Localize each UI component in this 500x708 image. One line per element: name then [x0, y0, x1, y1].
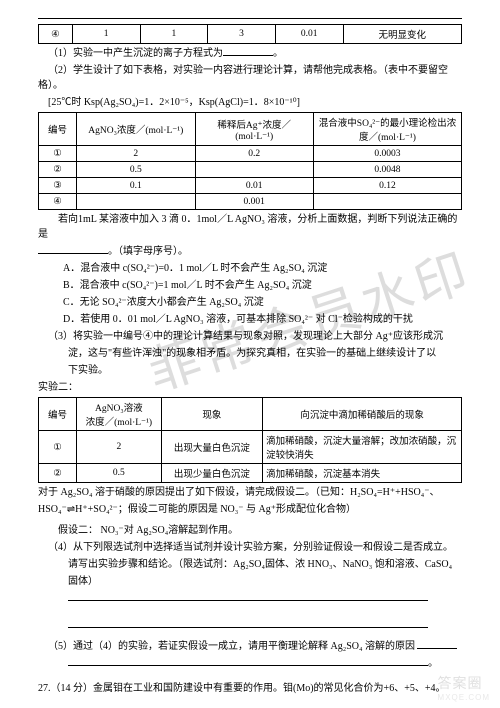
th: 编号 — [39, 398, 77, 431]
q5a: （5）通过（4）的实验，若证实假设一成立，请用平衡理论解释 Ag₂SO₄ 溶解的… — [48, 641, 415, 652]
th: AgNO₃浓度／(mol·L⁻¹) — [77, 113, 195, 146]
cell: 3 — [208, 25, 276, 44]
cell: 0.5 — [77, 162, 195, 178]
cell: 0.01 — [275, 25, 343, 44]
q2b: [25℃时 Ksp(Ag₂SO₄)=1．2×10⁻⁵，Ksp(AgCl)=1．8… — [38, 95, 462, 110]
q4b: 请写出实验步骤和结论。（限选试剂：Ag₂SO₄固体、浓 HNO₃、NaNO₃ 饱… — [38, 557, 462, 572]
cell: 2 — [77, 431, 162, 464]
cell — [195, 162, 313, 178]
q3a: （3）将实验一中编号④中的理论计算结果与现象对照，发现理论上大部分 Ag⁺应该形… — [38, 329, 462, 344]
blank-line — [68, 591, 428, 601]
cell — [313, 194, 461, 210]
q1-end: 。 — [273, 48, 283, 59]
table2: 编号 AgNO₃溶液 浓度／(mol·L⁻¹) 现象 向沉淀中滴加稀硝酸后的现象… — [38, 397, 462, 483]
cell: 0.0003 — [313, 146, 461, 162]
q5-end: 。 — [428, 658, 438, 669]
cell: 0.01 — [195, 178, 313, 194]
top-rule — [38, 18, 462, 20]
cell: ② — [39, 464, 77, 483]
exp2-label: 实验二： — [38, 380, 462, 395]
q1-label: （1）实验一中产生沉淀的离子方程式为 — [48, 48, 223, 59]
blank — [38, 244, 108, 254]
cell: 0.0048 — [313, 162, 461, 178]
cell: 0.1 — [77, 178, 195, 194]
cell: 0.001 — [195, 194, 313, 210]
q1-text: （1）实验一中产生沉淀的离子方程式为 。 — [38, 46, 462, 61]
optC: C．无论 SO₄²⁻浓度大小都会产生 Ag₂SO₄ 沉淀 — [38, 295, 462, 310]
optD: D．若使用 0．01 mol／L AgNO₃ 溶液，可基本排除 SO₄²⁻ 对 … — [38, 312, 462, 327]
q27: 27.（14 分）金属钼在工业和国防建设中有重要的作用。钼(Mo)的常见化合价为… — [38, 681, 462, 696]
th: 现象 — [161, 398, 263, 431]
blank — [417, 639, 457, 649]
cell: ② — [39, 162, 77, 178]
q5-line: （5）通过（4）的实验，若证实假设一成立，请用平衡理论解释 Ag₂SO₄ 溶解的… — [38, 639, 462, 654]
cell: 2 — [77, 146, 195, 162]
cell: 滴加稀硝酸，沉淀大量溶解；改加浓硝酸，沉淀较快消失 — [263, 431, 462, 464]
optB: B．混合液中 c(SO₄²⁻)=1 mol／L 时不会产生 Ag₂SO₄ 沉淀 — [38, 278, 462, 293]
q3b: 淀，这与"有些许浑浊"的现象相矛盾。为探究真相，在实验一的基础上继续设计了以 — [38, 346, 462, 361]
cell: ③ — [39, 178, 77, 194]
th: 稀释后Ag⁺浓度／(mol·L⁻¹) — [195, 113, 313, 146]
cell: 出现大量白色沉淀 — [161, 431, 263, 464]
cell: ① — [39, 431, 77, 464]
th: 混合液中SO₄²⁻的最小理论检出浓度／(mol·L⁻¹) — [313, 113, 461, 146]
blank-line — [68, 618, 428, 628]
q3c: 下实验。 — [38, 363, 462, 378]
mid-b: 。（填字母序号）。 — [108, 246, 188, 257]
cell: ④ — [39, 25, 73, 44]
th: 编号 — [39, 113, 77, 146]
mid-a: 若向1mL 某溶液中加入 3 滴 0．1mol／L AgNO₃ 溶液，分析上面数… — [38, 212, 462, 242]
cell: 1 — [72, 25, 140, 44]
hyp: 假设二： NO₃⁻对 Ag₂SO₄溶解起到作用。 — [38, 523, 462, 538]
th: 向沉淀中滴加稀硝酸后的现象 — [263, 398, 462, 431]
table-fragment: ④ 1 1 3 0.01 无明显变化 — [38, 24, 462, 44]
cell: ① — [39, 146, 77, 162]
q4c: 固体） — [38, 574, 462, 589]
table1: 编号 AgNO₃浓度／(mol·L⁻¹) 稀释后Ag⁺浓度／(mol·L⁻¹) … — [38, 112, 462, 210]
after2b: HSO₄⁻⇌H⁺+SO₄²⁻；假设二可能的原因是 NO₃⁻ 与 Ag⁺形成配位化… — [38, 502, 462, 517]
cell: 1 — [140, 25, 208, 44]
blank — [223, 46, 273, 56]
mid-b-line: 。（填字母序号）。 — [38, 244, 462, 259]
cell: 无明显变化 — [343, 25, 461, 44]
cell: 出现少量白色沉淀 — [161, 464, 263, 483]
th: AgNO₃溶液 浓度／(mol·L⁻¹) — [77, 398, 162, 431]
cell: 0.12 — [313, 178, 461, 194]
cell: 0.5 — [77, 464, 162, 483]
q2a: （2）学生设计了如下表格，对实验一内容进行理论计算，请帮他完成表格。（表中不要留… — [38, 63, 462, 93]
q4a: （4）从下列限选试剂中选择适当试剂并设计实验方案，分别验证假设一和假设二是否成立… — [38, 540, 462, 555]
optA: A．混合液中 c(SO₄²⁻)=0．1 mol／L 时不会产生 Ag₂SO₄ 沉… — [38, 261, 462, 276]
cell: 0.2 — [195, 146, 313, 162]
cell: ④ — [39, 194, 77, 210]
cell — [77, 194, 195, 210]
after2a: 对于 Ag₂SO₄ 溶于硝酸的原因提出了如下假设，请完成假设二。（已知：H₂SO… — [38, 485, 462, 500]
cell: 滴加稀硝酸，沉淀基本消失 — [263, 464, 462, 483]
blank-line — [68, 656, 428, 666]
